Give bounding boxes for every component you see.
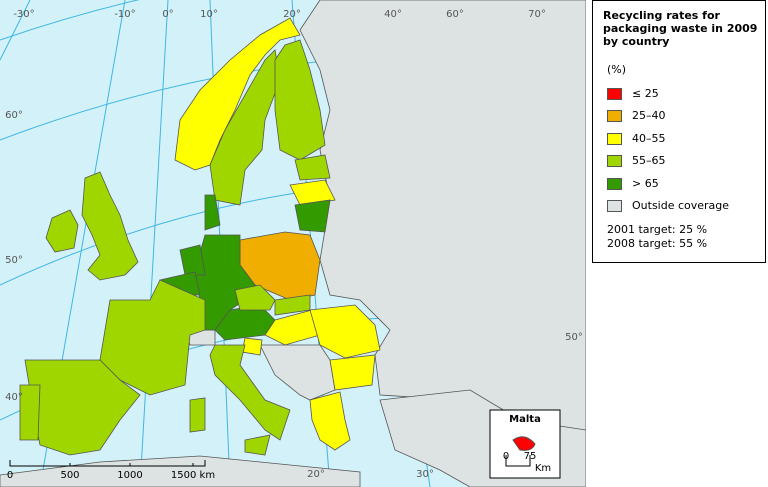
inset-scale-label: 0: [503, 451, 509, 462]
map: -30° -10° 0° 10° 20° 40° 60° 70° 60° 50° 40° 50° 20°…: [0, 0, 586, 487]
country: [289, 179, 336, 206]
legend-swatch: [607, 155, 622, 168]
country: [294, 199, 331, 233]
graticule-label: 20°: [283, 9, 301, 20]
country: [204, 194, 221, 231]
legend-item: 55–65: [607, 154, 666, 168]
legend-swatch: [607, 110, 622, 123]
scale-label: 1500 km: [171, 470, 215, 481]
graticule-label: 0°: [162, 9, 173, 20]
legend-swatch: [607, 132, 622, 145]
graticule-label: 50°: [565, 332, 583, 343]
inset-scale-label: 75: [524, 451, 537, 462]
graticule-labels: -30° -10° 0° 10° 20° 40° 60° 70° 60° 50° 40° 50° 20°…: [5, 9, 583, 480]
country: [19, 384, 41, 441]
legend-target: 2008 target: 55 %: [607, 237, 708, 250]
legend-label: 25–40: [632, 109, 666, 123]
legend-title: Recycling rates for packaging waste in 2…: [603, 9, 758, 48]
country: [0, 455, 361, 487]
country: [209, 344, 291, 441]
malta: [512, 436, 536, 451]
scale-label: 500: [60, 470, 79, 481]
scale-label: 1000: [117, 470, 142, 481]
legend-label: > 65: [632, 176, 659, 190]
country: [45, 209, 79, 253]
graticule-label: 40°: [5, 392, 23, 403]
country: [264, 309, 321, 346]
legend-target: 2001 target: 25 %: [607, 223, 708, 236]
legend-item: 25–40: [607, 109, 666, 123]
graticule-label: 60°: [5, 110, 23, 121]
legend-item: Outside coverage: [607, 199, 729, 213]
legend-item: ≤ 25: [607, 87, 659, 101]
country: [179, 244, 206, 276]
country: [294, 154, 331, 181]
legend-swatch: [607, 177, 622, 190]
graticule-label: 40°: [384, 9, 402, 20]
graticule-label: 70°: [528, 9, 546, 20]
legend: Recycling rates for packaging waste in 2…: [592, 0, 766, 263]
legend-label: ≤ 25: [632, 87, 659, 100]
country: [244, 434, 271, 456]
scale-labels: 0 500 1000 1500 km: [7, 470, 215, 481]
graticule-label: 60°: [446, 9, 464, 20]
legend-unit: (%): [607, 63, 627, 76]
legend-label: 55–65: [632, 154, 666, 168]
legend-item: 40–55: [607, 132, 666, 146]
graticule-label: -10°: [114, 9, 135, 20]
legend-swatch: [607, 200, 622, 212]
country: [234, 284, 276, 311]
graticule-label: 20°: [307, 469, 325, 480]
graticule-label: -30°: [13, 9, 34, 20]
scale-bar: [9, 460, 206, 467]
malta-inset: Malta 0 75 Km: [489, 409, 561, 479]
country: [309, 391, 351, 451]
scale-line: [9, 460, 206, 467]
legend-item: > 65: [607, 177, 659, 191]
inset-scale-unit: Km: [535, 463, 551, 474]
inset-scale-line: [505, 455, 531, 467]
country: [189, 397, 206, 433]
graticule-label: 10°: [200, 9, 218, 20]
graticule-label: 50°: [5, 255, 23, 266]
inset-title: Malta: [509, 414, 541, 425]
legend-label: Outside coverage: [632, 199, 730, 212]
country: [81, 171, 139, 281]
country: [274, 39, 326, 161]
country: [329, 354, 376, 391]
country: [259, 344, 336, 401]
land: [0, 0, 586, 487]
scale-label: 0: [7, 470, 13, 481]
legend-label: 40–55: [632, 131, 666, 145]
graticule-label: 30°: [416, 469, 434, 480]
country: [309, 304, 381, 359]
legend-swatch: [607, 88, 622, 100]
